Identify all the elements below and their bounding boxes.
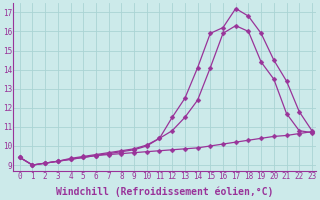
X-axis label: Windchill (Refroidissement éolien,°C): Windchill (Refroidissement éolien,°C) — [56, 187, 273, 197]
